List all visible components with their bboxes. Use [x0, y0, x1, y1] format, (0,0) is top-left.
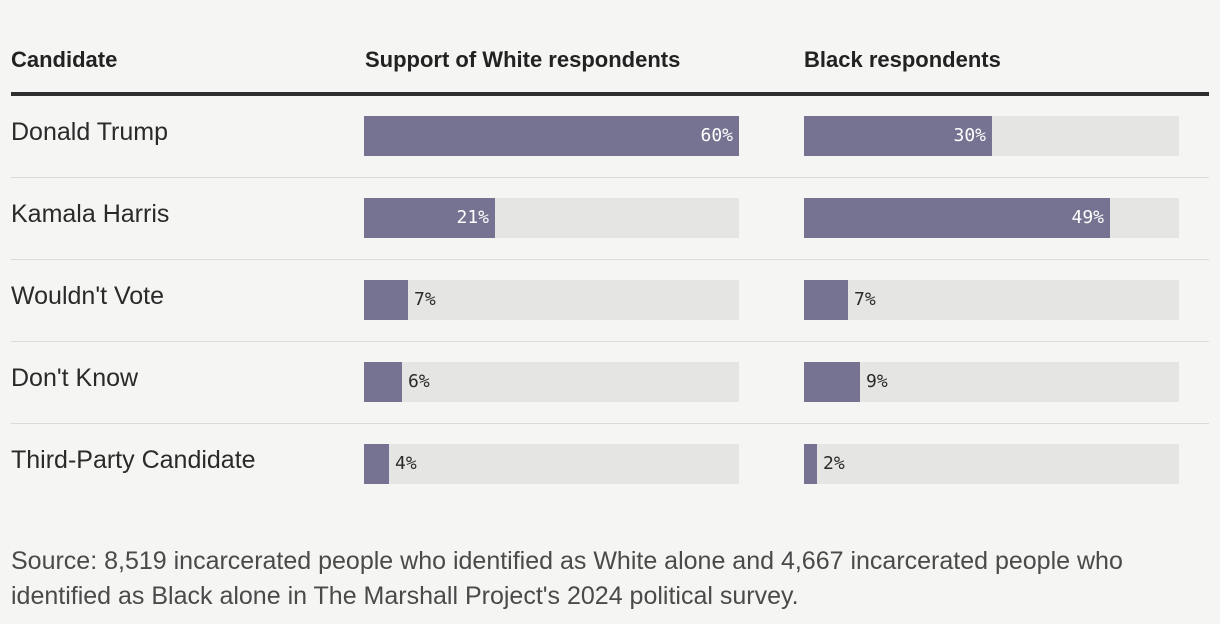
black-bar-track: 30% — [804, 116, 1179, 156]
table-row: Wouldn't Vote 7% 7% — [11, 260, 1209, 342]
table-row: Donald Trump 60% 30% — [11, 96, 1209, 178]
white-bar-track: 6% — [364, 362, 739, 402]
white-value-label: 60% — [700, 125, 733, 146]
candidate-label-kamala-harris: Kamala Harris — [11, 200, 170, 228]
white-bar-don-t-know — [364, 362, 402, 402]
candidate-label-third-party-candidate: Third-Party Candidate — [11, 446, 256, 474]
white-bar-track: 4% — [364, 444, 739, 484]
black-bar-track: 9% — [804, 362, 1179, 402]
black-value-label: 7% — [854, 289, 876, 310]
white-bar-track: 7% — [364, 280, 739, 320]
white-bar-wouldn-t-vote — [364, 280, 408, 320]
header-candidate: Candidate — [11, 47, 118, 72]
white-bar-third-party-candidate — [364, 444, 389, 484]
black-bar-donald-trump — [804, 116, 992, 156]
white-value-label: 6% — [408, 371, 430, 392]
black-value-label: 49% — [1071, 207, 1104, 228]
black-bar-track: 2% — [804, 444, 1179, 484]
white-value-label: 4% — [395, 453, 417, 474]
black-bar-wouldn-t-vote — [804, 280, 848, 320]
source-note: Source: 8,519 incarcerated people who id… — [11, 547, 1123, 610]
table-row: Third-Party Candidate 4% 2% — [11, 424, 1209, 505]
header-black-respondents: Black respondents — [804, 47, 1001, 72]
black-bar-track: 49% — [804, 198, 1179, 238]
white-bar-track: 60% — [364, 116, 739, 156]
black-bar-third-party-candidate — [804, 444, 817, 484]
black-bar-don-t-know — [804, 362, 860, 402]
white-bar-donald-trump — [364, 116, 739, 156]
table-header: Candidate Support of White respondents B… — [11, 0, 1209, 96]
table-body: Donald Trump 60% 30% Kamala Harris 21% 49% Wou… — [11, 96, 1209, 505]
candidate-label-donald-trump: Donald Trump — [11, 118, 169, 146]
candidate-label-don-t-know: Don't Know — [11, 364, 139, 392]
white-value-label: 21% — [456, 207, 489, 228]
white-value-label: 7% — [414, 289, 436, 310]
white-bar-track: 21% — [364, 198, 739, 238]
black-bar-kamala-harris — [804, 198, 1110, 238]
header-white-respondents: Support of White respondents — [365, 47, 681, 72]
table-row: Kamala Harris 21% 49% — [11, 178, 1209, 260]
results-table: Candidate Support of White respondents B… — [11, 0, 1209, 505]
black-bar-track: 7% — [804, 280, 1179, 320]
candidate-label-wouldn-t-vote: Wouldn't Vote — [11, 282, 165, 310]
white-bar-kamala-harris — [364, 198, 495, 238]
black-value-label: 9% — [866, 371, 888, 392]
black-value-label: 2% — [823, 453, 845, 474]
black-value-label: 30% — [953, 125, 986, 146]
table-row: Don't Know 6% 9% — [11, 342, 1209, 424]
